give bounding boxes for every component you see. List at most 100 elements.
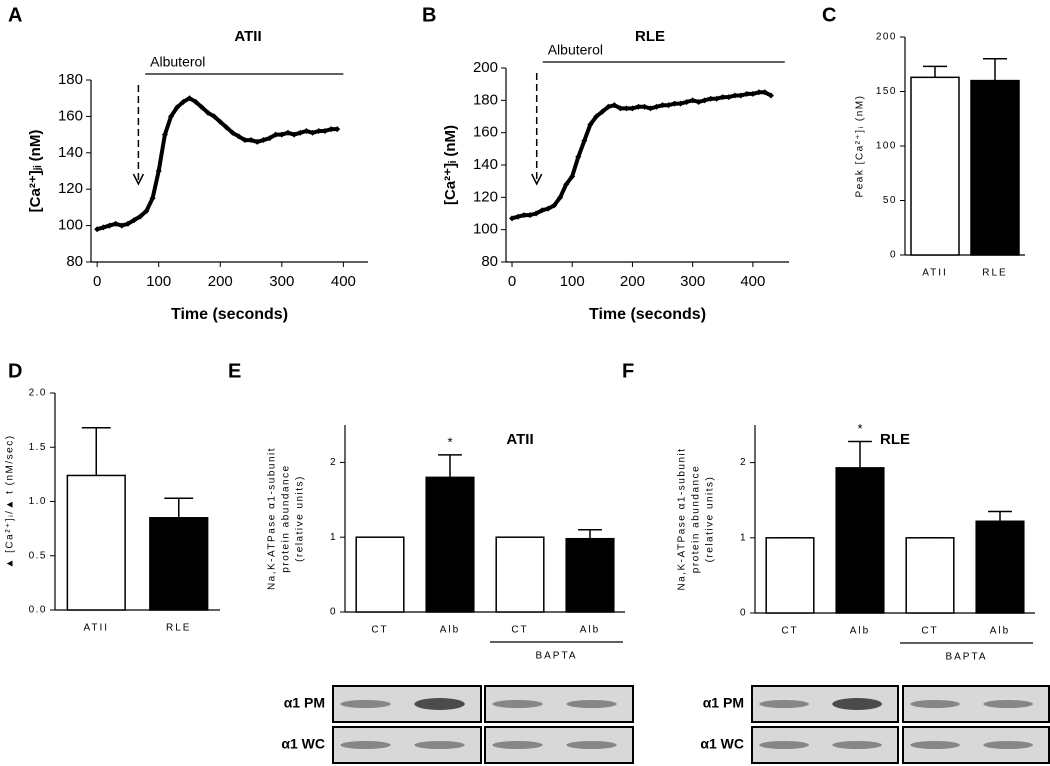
data-point xyxy=(737,92,744,99)
data-point xyxy=(155,168,162,174)
group-label: BAPTA xyxy=(535,651,577,662)
data-point xyxy=(635,103,642,110)
x-tick-label: 200 xyxy=(208,273,233,290)
y-tick-label: 2.0 xyxy=(29,388,47,399)
bar xyxy=(975,520,1025,614)
data-point xyxy=(629,105,636,112)
event-arrow-head xyxy=(531,173,543,186)
data-point xyxy=(659,102,666,109)
data-point xyxy=(278,131,285,138)
data-point xyxy=(118,222,125,229)
data-point xyxy=(701,97,708,104)
x-tick-label: ATII xyxy=(83,623,109,634)
y-tick-label: 160 xyxy=(58,107,83,124)
data-point xyxy=(260,137,267,144)
data-point xyxy=(719,94,726,101)
x-axis-label: Time (seconds) xyxy=(589,306,706,323)
data-point xyxy=(599,108,606,115)
y-axis-label: protein abundance xyxy=(691,465,702,573)
x-tick-label: RLE xyxy=(982,268,1007,279)
blot-band xyxy=(759,741,809,749)
x-tick-label: 400 xyxy=(331,273,356,290)
blot-band xyxy=(983,741,1033,749)
data-point xyxy=(575,153,582,160)
blot-label: α1 PM xyxy=(284,695,325,711)
bar xyxy=(66,474,126,611)
data-point xyxy=(515,213,522,220)
data-point xyxy=(198,104,205,111)
y-tick-label: 200 xyxy=(876,32,897,43)
data-point xyxy=(168,113,175,120)
x-tick-label: 300 xyxy=(269,273,294,290)
blot-band xyxy=(566,700,617,708)
data-point xyxy=(309,129,316,136)
y-tick-label: 1 xyxy=(330,532,337,543)
y-axis-label: Na,K-ATPase α1-subunit xyxy=(267,447,278,590)
data-point xyxy=(707,95,714,102)
y-tick-label: 0.0 xyxy=(29,605,47,616)
y-tick-label: 80 xyxy=(66,253,83,270)
panel-letter: B xyxy=(422,4,436,26)
x-tick-label: CT xyxy=(921,626,938,637)
data-point xyxy=(174,104,181,111)
data-point xyxy=(303,127,310,134)
data-point xyxy=(731,92,738,99)
blot-band xyxy=(910,700,960,708)
data-point xyxy=(241,137,248,144)
data-point xyxy=(137,213,144,220)
panel-letter: E xyxy=(228,360,241,382)
y-tick-label: 1.0 xyxy=(29,496,47,507)
y-tick-label: 180 xyxy=(473,91,498,108)
y-axis-label: protein abundance xyxy=(281,464,292,572)
data-point xyxy=(204,109,211,116)
data-point xyxy=(131,217,138,224)
data-point xyxy=(761,89,768,96)
bar xyxy=(425,476,475,613)
y-axis-label: [Ca²⁺]ⱼᵢ (nM) xyxy=(27,130,44,213)
significance-marker: * xyxy=(857,421,862,436)
y-axis-label: [Ca²⁺]ᵢ (nM) xyxy=(442,125,459,205)
data-point xyxy=(539,207,546,214)
event-arrow-head xyxy=(132,173,145,186)
data-point xyxy=(521,212,528,219)
data-point xyxy=(223,124,230,131)
blot-band xyxy=(759,700,809,708)
y-tick-label: 140 xyxy=(473,156,498,173)
x-tick-label: Alb xyxy=(990,626,1010,637)
significance-marker: * xyxy=(447,434,452,449)
bar xyxy=(765,537,815,614)
y-tick-label: 100 xyxy=(473,221,498,238)
y-tick-label: 0 xyxy=(740,608,747,619)
blot-band xyxy=(340,741,391,749)
data-point xyxy=(623,105,630,112)
data-point xyxy=(605,103,612,110)
data-point xyxy=(334,126,341,133)
data-point xyxy=(767,92,774,99)
data-point xyxy=(557,194,564,201)
event-label: Albuterol xyxy=(548,42,603,58)
chart-title: ATII xyxy=(234,28,261,45)
blot-band xyxy=(340,700,391,708)
blot-band xyxy=(983,700,1033,708)
bar xyxy=(910,76,960,256)
y-tick-label: 50 xyxy=(883,195,897,206)
data-point xyxy=(725,94,732,101)
blot-label: α1 PM xyxy=(703,695,744,711)
blot-band xyxy=(832,741,882,749)
data-point xyxy=(671,100,678,107)
x-axis-label: Time (seconds) xyxy=(171,306,288,323)
data-point xyxy=(211,113,218,120)
blot-band xyxy=(566,741,617,749)
x-tick-label: RLE xyxy=(166,623,191,634)
data-point xyxy=(665,102,672,109)
x-tick-label: 300 xyxy=(680,273,705,290)
blot-band xyxy=(414,741,465,749)
data-point xyxy=(297,129,304,136)
x-tick-label: CT xyxy=(781,626,798,637)
data-point xyxy=(186,95,193,102)
x-tick-label: CT xyxy=(371,625,388,636)
data-point xyxy=(683,98,690,105)
data-point xyxy=(192,98,199,105)
y-tick-label: 150 xyxy=(876,86,897,97)
